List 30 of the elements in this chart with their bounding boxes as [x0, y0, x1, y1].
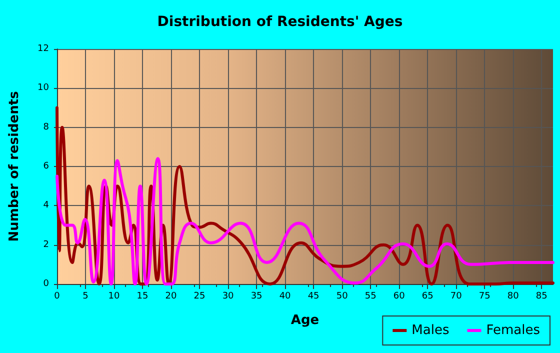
legend-label: Females	[486, 323, 540, 338]
x-tick-label: 30	[222, 292, 234, 302]
x-tick-label: 10	[108, 292, 120, 302]
y-axis-title: Number of residents	[7, 90, 22, 242]
y-tick-label: 2	[43, 240, 49, 250]
x-tick-label: 80	[507, 292, 520, 302]
x-tick-label: 50	[336, 292, 348, 302]
x-tick-label: 60	[393, 292, 406, 302]
x-tick-label: 55	[364, 292, 376, 302]
y-tick-label: 12	[38, 44, 49, 54]
x-tick-label: 70	[450, 292, 462, 302]
x-tick-label: 85	[536, 292, 548, 302]
y-tick-label: 6	[43, 162, 50, 172]
x-tick-label: 40	[279, 292, 292, 302]
x-tick-label: 45	[308, 292, 320, 302]
x-tick-label: 15	[136, 292, 148, 302]
y-tick-label: 0	[43, 279, 50, 289]
x-tick-label: 75	[478, 292, 490, 302]
x-axis-title: Age	[290, 313, 320, 328]
y-tick-label: 10	[38, 83, 50, 94]
x-tick-label: 25	[194, 292, 206, 302]
x-tick-label: 20	[165, 292, 178, 302]
chart-title: Distribution of Residents' Ages	[157, 14, 403, 30]
legend-label: Males	[412, 323, 450, 338]
y-tick-label: 8	[43, 122, 50, 132]
x-tick-label: 5	[82, 292, 88, 302]
x-tick-label: 0	[54, 292, 60, 302]
x-tick-label: 35	[250, 292, 262, 302]
x-tick-label: 65	[422, 292, 434, 302]
y-tick-label: 4	[43, 200, 50, 211]
